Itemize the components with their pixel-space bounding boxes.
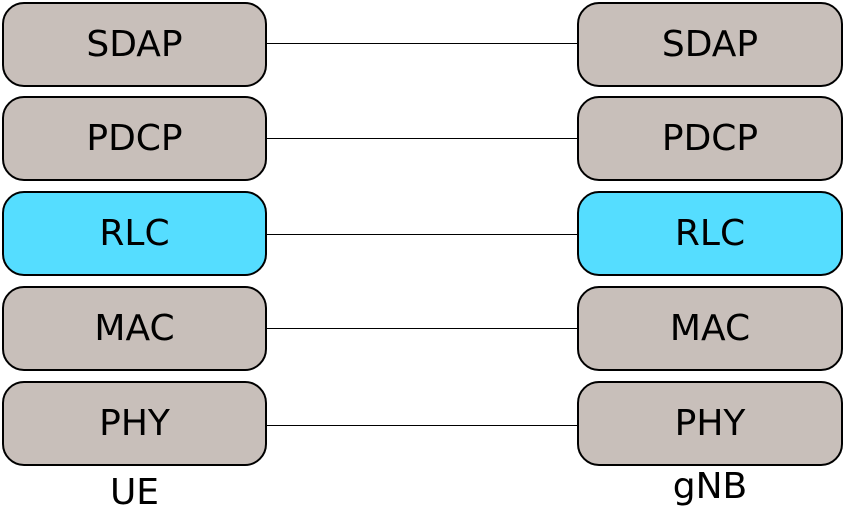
ue-layer-sdap-label: SDAP — [86, 24, 183, 65]
ue-layer-mac: MAC — [2, 286, 267, 371]
gnb-layer-rlc-label: RLC — [674, 213, 746, 254]
gnb-layer-rlc: RLC — [577, 191, 843, 276]
gnb-layer-phy-label: PHY — [674, 403, 746, 444]
connector-sdap — [267, 43, 577, 44]
ue-layer-mac-label: MAC — [94, 308, 175, 349]
connector-phy — [267, 425, 577, 426]
ue-layer-phy: PHY — [2, 381, 267, 466]
ue-stack-label: UE — [109, 472, 160, 513]
gnb-layer-mac-label: MAC — [669, 308, 751, 349]
gnb-layer-phy: PHY — [577, 381, 843, 466]
gnb-layer-mac: MAC — [577, 286, 843, 371]
connector-mac — [267, 328, 577, 329]
gnb-stack-label: gNB — [672, 466, 748, 507]
ue-layer-pdcp: PDCP — [2, 96, 267, 181]
gnb-layer-sdap: SDAP — [577, 2, 843, 87]
ue-layer-rlc: RLC — [2, 191, 267, 276]
connector-rlc — [267, 234, 577, 235]
ue-layer-sdap: SDAP — [2, 2, 267, 87]
gnb-layer-pdcp-label: PDCP — [661, 118, 759, 159]
gnb-layer-pdcp: PDCP — [577, 96, 843, 181]
ue-layer-phy-label: PHY — [99, 403, 170, 444]
connector-pdcp — [267, 138, 577, 139]
gnb-layer-sdap-label: SDAP — [661, 24, 759, 65]
ue-layer-rlc-label: RLC — [99, 213, 170, 254]
ue-layer-pdcp-label: PDCP — [86, 118, 183, 159]
